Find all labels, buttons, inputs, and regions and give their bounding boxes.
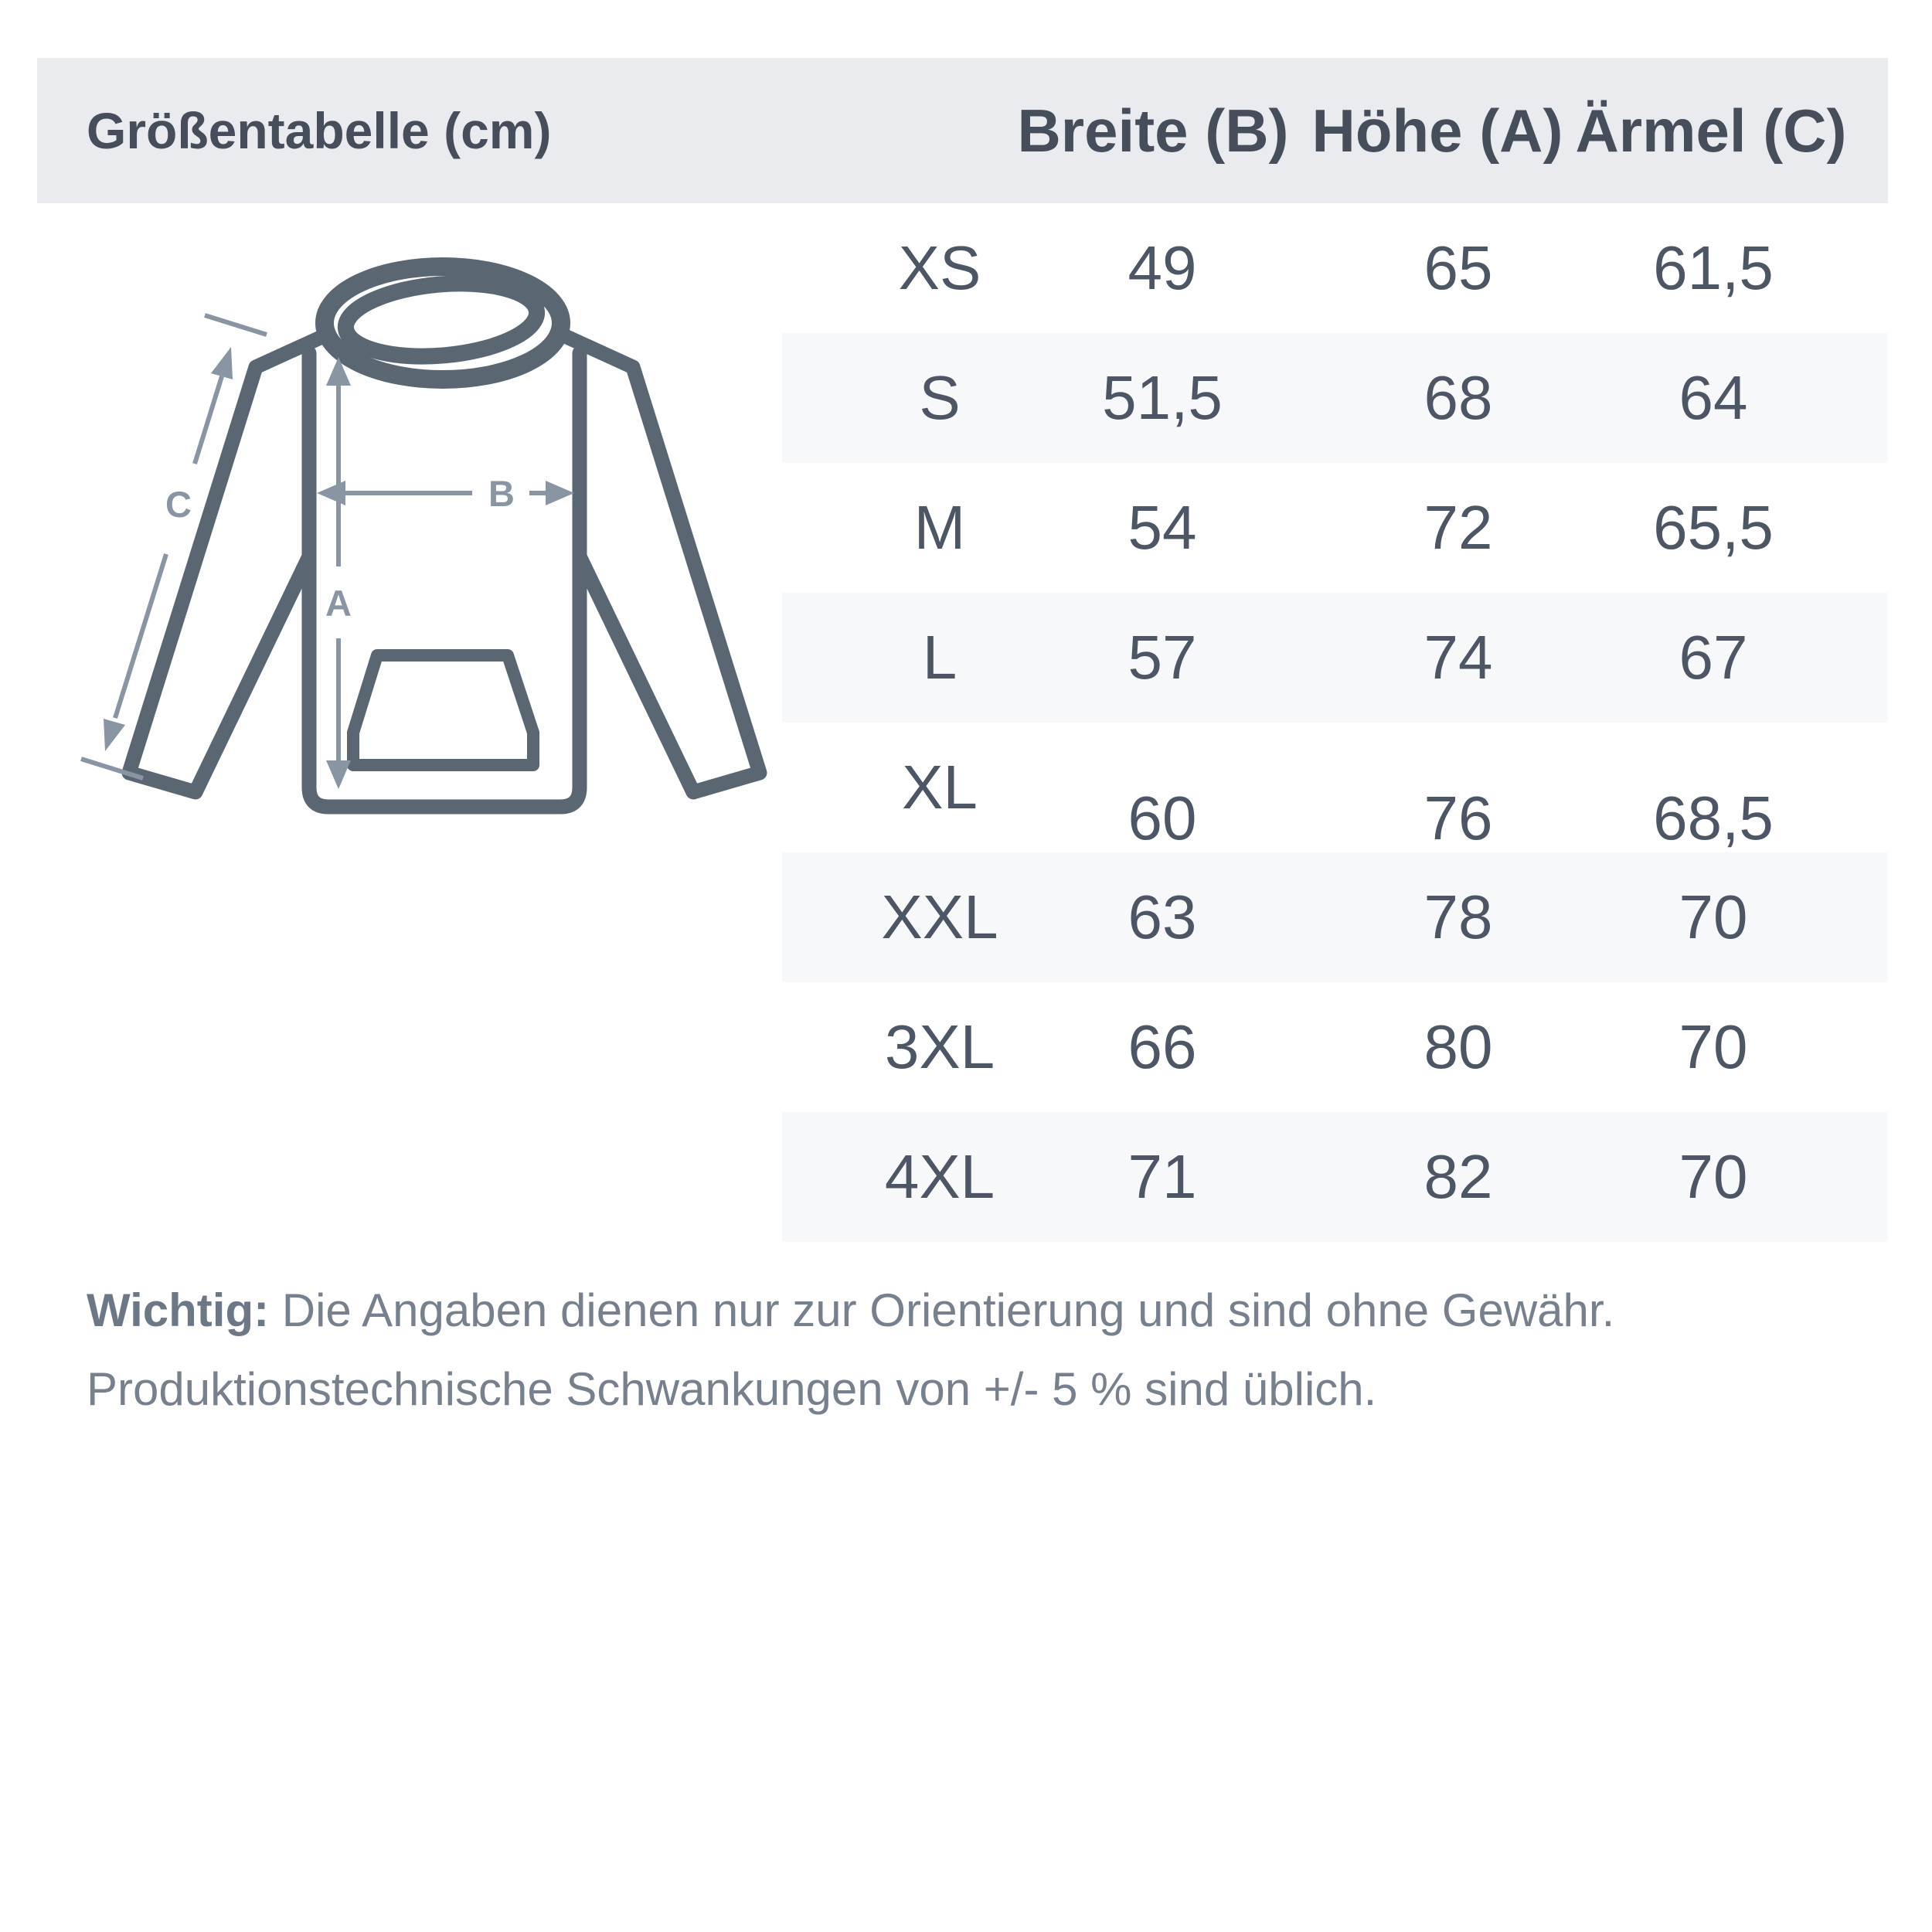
table-row-l: L 57 74 67 <box>782 593 1888 723</box>
breite-value: 51,5 <box>1102 363 1223 432</box>
disclaimer-label: Wichtig: <box>87 1284 270 1336</box>
arrowhead-b-left <box>317 481 345 505</box>
breite-value: 60 <box>1128 784 1197 852</box>
breite-value: 49 <box>1128 233 1197 302</box>
column-header-breite: Breite (B) <box>1017 96 1289 165</box>
table-header-band: Größentabelle (cm) Breite (B) Höhe (A) Ä… <box>37 58 1888 203</box>
size-label: S <box>919 363 961 432</box>
hoehe-value: 82 <box>1423 1142 1493 1211</box>
hoehe-value: 78 <box>1423 883 1493 951</box>
breite-value: 63 <box>1128 883 1197 951</box>
hoehe-value: 76 <box>1423 784 1493 852</box>
size-table: XS 49 65 61,5 S 51,5 68 64 M 54 72 65,5 … <box>782 203 1888 1242</box>
dimension-c-tick-bottom <box>80 757 144 781</box>
hoodie-measurement-diagram: A B C <box>43 143 784 885</box>
breite-value: 57 <box>1128 623 1197 692</box>
disclaimer-text-1: Die Angaben dienen nur zur Orientierung … <box>281 1284 1615 1336</box>
page-title: Größentabelle (cm) <box>87 102 552 159</box>
table-row-xs: XS 49 65 61,5 <box>782 203 1888 333</box>
column-header-hoehe: Höhe (A) <box>1311 96 1563 165</box>
hoehe-value: 68 <box>1423 363 1493 432</box>
size-label: XL <box>902 753 978 821</box>
hoodie-diagram-svg: A B C <box>80 257 767 815</box>
hoehe-value: 74 <box>1423 623 1493 692</box>
breite-value: 71 <box>1128 1142 1197 1211</box>
arrowhead-a-down <box>326 760 351 789</box>
size-label: L <box>922 623 957 692</box>
dimension-label-b: B <box>488 473 515 514</box>
hoodie-pocket <box>347 649 539 771</box>
dimension-c-line-bottom <box>113 553 168 719</box>
hoodie-right-sleeve <box>554 327 767 800</box>
dimension-c-line-top <box>192 376 224 464</box>
aermel-value: 68,5 <box>1653 784 1774 852</box>
size-label: 4XL <box>884 1142 995 1211</box>
hoehe-value: 65 <box>1423 233 1493 302</box>
hood-inner-ring <box>337 275 546 365</box>
table-row-xxl: XXL 63 78 70 <box>782 852 1888 982</box>
table-row-4xl: 4XL 71 82 70 <box>782 1112 1888 1242</box>
breite-value: 54 <box>1128 493 1197 562</box>
table-row-m: M 54 72 65,5 <box>782 463 1888 593</box>
disclaimer-line-1: Wichtig: Die Angaben dienen nur zur Orie… <box>87 1271 1887 1350</box>
table-row-3xl: 3XL 66 80 70 <box>782 982 1888 1112</box>
aermel-value: 70 <box>1679 1142 1748 1211</box>
arrowhead-c-up <box>211 347 233 379</box>
size-label: M <box>913 493 966 562</box>
size-label: XS <box>898 233 981 302</box>
aermel-value: 67 <box>1679 623 1748 692</box>
table-row-xl: XL 60 76 68,5 <box>782 723 1888 852</box>
aermel-value: 70 <box>1679 1012 1748 1081</box>
table-row-s: S 51,5 68 64 <box>782 333 1888 463</box>
aermel-value: 61,5 <box>1653 233 1774 302</box>
size-label: XXL <box>881 883 998 951</box>
disclaimer-note: Wichtig: Die Angaben dienen nur zur Orie… <box>87 1271 1887 1429</box>
column-header-aermel: Ärmel (C) <box>1575 96 1847 165</box>
arrowhead-b-right <box>546 481 574 505</box>
disclaimer-text-2: Produktionstechnische Schwankungen von +… <box>87 1363 1377 1415</box>
arrowhead-a-up <box>326 357 351 386</box>
aermel-value: 64 <box>1679 363 1748 432</box>
hoodie-body <box>301 345 587 815</box>
aermel-value: 65,5 <box>1653 493 1774 562</box>
dimension-label-a: A <box>325 583 352 624</box>
dimension-c-tick-top <box>204 313 267 337</box>
hoehe-value: 72 <box>1423 493 1493 562</box>
size-label: 3XL <box>884 1012 995 1081</box>
disclaimer-line-2: Produktionstechnische Schwankungen von +… <box>87 1350 1887 1429</box>
breite-value: 66 <box>1128 1012 1197 1081</box>
hoehe-value: 80 <box>1423 1012 1493 1081</box>
arrowhead-c-down <box>104 719 125 751</box>
aermel-value: 70 <box>1679 883 1748 951</box>
dimension-label-c: C <box>165 484 192 525</box>
hoodie-left-sleeve <box>121 327 335 800</box>
